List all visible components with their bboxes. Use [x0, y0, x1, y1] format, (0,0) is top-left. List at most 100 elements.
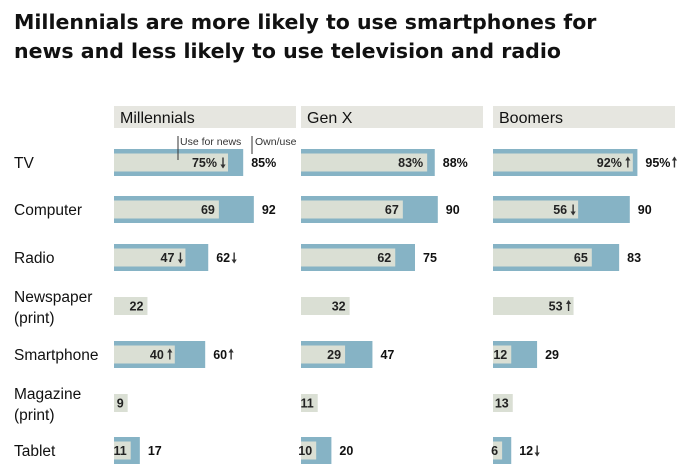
group-header-band [493, 106, 675, 128]
bar-row: 56 90 [493, 196, 652, 223]
bar-row: 29 47 [301, 341, 394, 368]
bar-row: 83% 88% [301, 149, 468, 176]
news-value-label: 11 [301, 397, 314, 411]
news-bar [114, 345, 175, 364]
panel-gen-x: Gen X 83% 88% 67 90 62 75 32 29 47 11 10 20 [298, 106, 483, 464]
news-bar [493, 345, 512, 364]
own-arrow-up-icon [228, 348, 234, 360]
category-label: Magazine (print) [14, 386, 81, 424]
bar-row: 62 75 [301, 244, 437, 271]
news-bar [301, 153, 428, 172]
news-bar [301, 441, 317, 460]
news-arrow-down-icon [570, 204, 576, 216]
own-arrow-down-icon [534, 445, 540, 457]
bar-row: 75% 85% [114, 149, 276, 176]
news-arrow-down-icon [177, 252, 184, 264]
own-use-value-label: 92 [262, 203, 276, 217]
own-use-value-label: 17 [148, 444, 162, 458]
bar-row: 69 92 [114, 196, 276, 223]
bar-row: 10 20 [298, 437, 353, 464]
own-use-value-label: 88% [443, 156, 468, 170]
own-use-value-label: 90 [638, 203, 652, 217]
own-use-value-label: 47 [380, 348, 394, 362]
news-bar [301, 248, 396, 267]
panel-boomers: Boomers 92% 95% 56 90 65 83 53 12 29 13 6 12 [491, 106, 678, 464]
legend-annotation: Use for news Own/use [177, 136, 297, 160]
category-label: TV [14, 155, 34, 172]
news-arrow-down-icon-head [177, 259, 184, 264]
news-bar [493, 394, 513, 412]
news-value-label: 47 [161, 251, 175, 265]
news-bar [114, 200, 219, 219]
chart-panels: Millennials 75% 85% 69 92 47 62 22 40 60 9 11 17 Gen … [114, 106, 678, 464]
news-arrow-up-icon-head [167, 348, 173, 353]
category-label-line: Radio [14, 250, 55, 267]
own-arrow-down-icon-head [534, 452, 540, 457]
category-label: Smartphone [14, 347, 98, 364]
chart-title-line-1: Millennials are more likely to use smart… [14, 10, 597, 34]
news-arrow-down-icon-head [220, 164, 226, 169]
news-value-label: 65 [574, 251, 588, 265]
own-arrow-down-icon [231, 252, 237, 264]
news-value-label: 32 [332, 300, 346, 314]
news-arrow-up-icon [565, 300, 572, 311]
news-value-label: 83% [398, 156, 423, 170]
category-labels: TV Computer Radio Newspaper (print) Smartphon… [14, 155, 98, 460]
bar-row: 65 83 [493, 244, 641, 271]
group-header-band [301, 106, 483, 128]
own-use-value-label: 62 [216, 251, 230, 265]
own-use-value-label: 83 [627, 251, 641, 265]
news-value-label: 6 [491, 444, 498, 458]
group-label: Gen X [307, 110, 353, 127]
news-bar [493, 441, 503, 460]
category-label: Newspaper (print) [14, 289, 92, 327]
news-bar [114, 248, 186, 267]
news-value-label: 67 [385, 203, 399, 217]
news-bar [301, 297, 350, 315]
news-value-label: 11 [114, 444, 127, 458]
news-value-label: 40 [150, 348, 164, 362]
news-value-label: 29 [327, 348, 341, 362]
news-arrow-down-icon-head [570, 211, 576, 216]
own-arrow-down-icon-head [231, 259, 237, 264]
bar-row: 12 29 [493, 341, 559, 368]
news-arrow-up-icon-head [565, 300, 572, 304]
category-label-line: TV [14, 155, 34, 172]
news-bar [301, 394, 318, 412]
category-label-line: Computer [14, 202, 82, 219]
group-label: Millennials [120, 110, 195, 127]
category-label-line: Magazine [14, 386, 81, 403]
bar-row: 67 90 [301, 196, 460, 223]
bar-row: 53 [493, 297, 574, 315]
own-use-value-label: 75 [423, 251, 437, 265]
news-arrow-up-icon [167, 348, 173, 360]
own-use-value-label: 12 [519, 444, 533, 458]
own-use-value-label: 60 [213, 348, 227, 362]
category-label-line: (print) [14, 310, 54, 327]
own-arrow-up-icon-head [671, 156, 678, 161]
bar-row: 13 [493, 394, 513, 412]
bar-row: 22 [114, 297, 148, 315]
news-value-label: 12 [493, 348, 507, 362]
news-bar [301, 200, 403, 219]
news-value-label: 9 [117, 397, 124, 411]
news-value-label: 75% [192, 156, 217, 170]
news-bar [493, 153, 633, 172]
news-value-label: 56 [553, 203, 567, 217]
news-value-label: 69 [201, 203, 215, 217]
news-bar [493, 297, 574, 315]
own-use-value-label: 90 [446, 203, 460, 217]
own-use-value-label: 20 [339, 444, 353, 458]
bar-row: 11 17 [114, 437, 162, 464]
news-value-label: 92% [597, 156, 622, 170]
category-label-line: Newspaper [14, 289, 92, 306]
own-arrow-up-icon-head [228, 348, 234, 353]
news-value-label: 53 [549, 300, 563, 314]
news-bar [301, 345, 346, 364]
news-arrow-down-icon [220, 157, 226, 169]
category-label-line: Tablet [14, 443, 56, 460]
news-bar [114, 441, 131, 460]
category-label: Computer [14, 202, 82, 219]
bar-row: 40 60 [114, 341, 234, 368]
